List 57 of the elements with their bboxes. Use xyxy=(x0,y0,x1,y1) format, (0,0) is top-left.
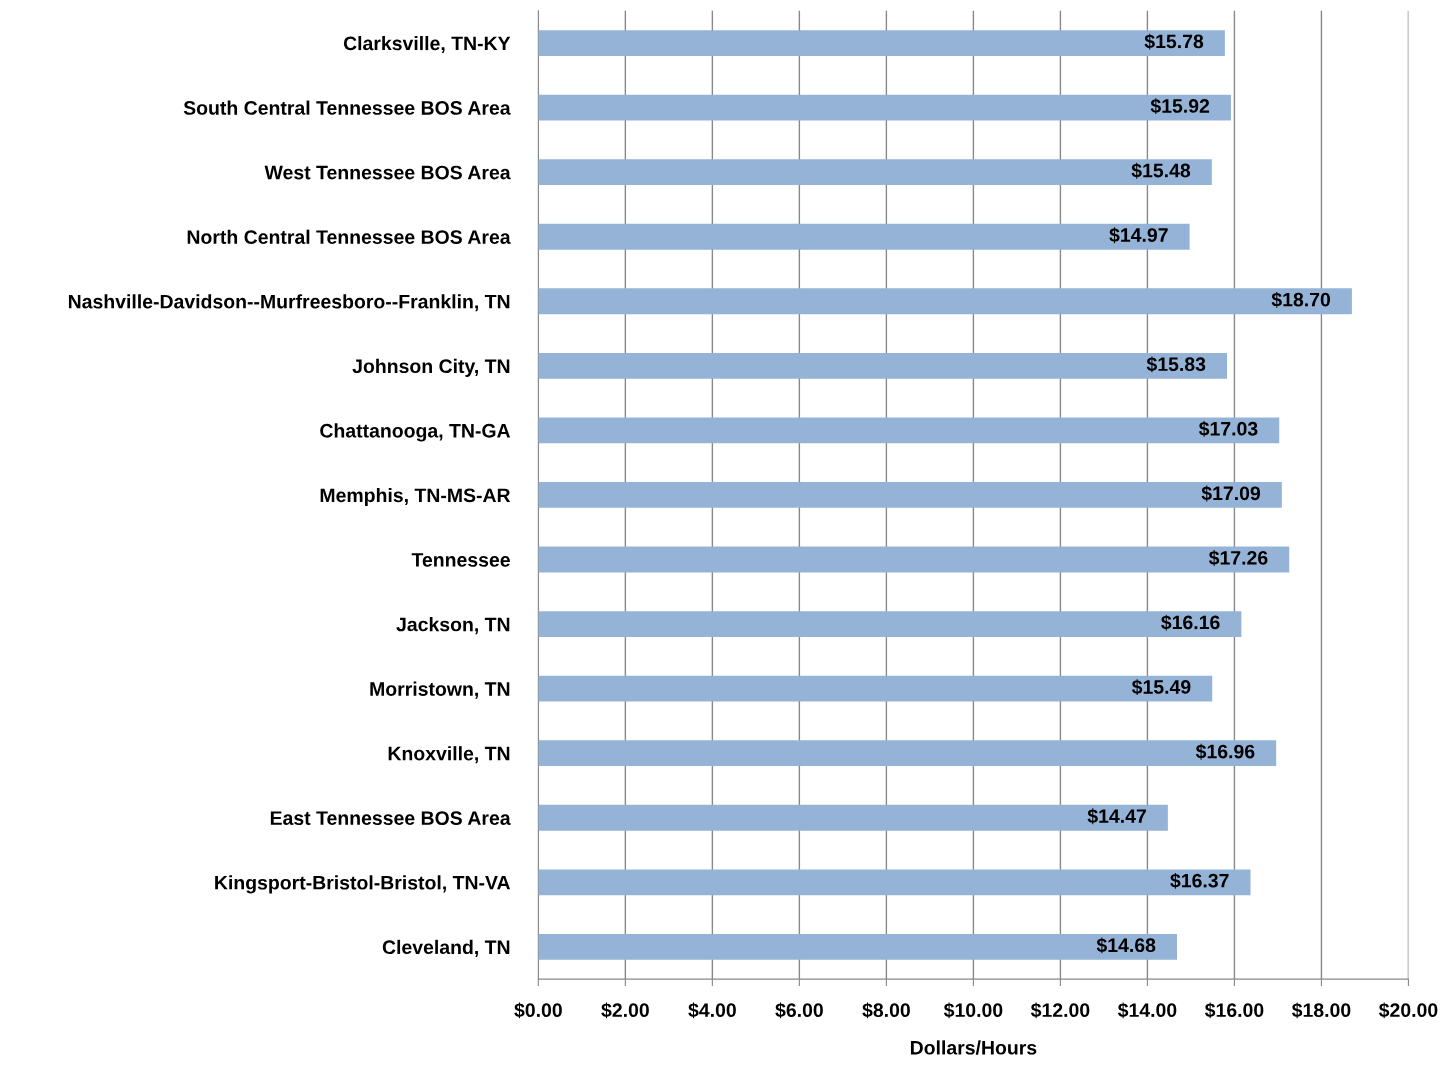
y-tick-label: Jackson, TN xyxy=(396,617,510,635)
x-tick-label: $10.00 xyxy=(943,1002,1003,1019)
y-tick-label: Nashville-Davidson--Murfreesboro--Franklin, TN xyxy=(68,294,510,312)
y-tick-label: North Central Tennessee BOS Area xyxy=(187,229,511,244)
bar xyxy=(538,30,1225,56)
x-tick-label: $0.00 xyxy=(514,1002,562,1019)
data-label: $15.83 xyxy=(1146,356,1206,373)
bar xyxy=(538,159,1212,186)
x-tick-label: $12.00 xyxy=(1030,1002,1090,1019)
data-label: $15.48 xyxy=(1131,162,1191,179)
data-label: $18.70 xyxy=(1271,291,1330,308)
bar xyxy=(538,675,1213,702)
bar xyxy=(538,933,1177,960)
x-tick-label: $18.00 xyxy=(1291,1002,1351,1019)
x-axis-title: Dollars/Hours xyxy=(910,1040,1037,1055)
y-tick-label: Morristown, TN xyxy=(370,681,510,699)
x-tick-label: $14.00 xyxy=(1117,1002,1177,1019)
x-tick-label: $6.00 xyxy=(775,1002,823,1019)
x-tick-label: $2.00 xyxy=(601,1002,649,1019)
y-tick-label: Johnson City, TN xyxy=(352,358,510,377)
bar xyxy=(538,611,1242,637)
y-tick-label: East Tennessee BOS Area xyxy=(270,811,511,825)
y-tick-label: Memphis, TN-MS-AR xyxy=(320,487,511,507)
y-tick-label: Knoxville, TN xyxy=(388,746,510,764)
data-label: $14.97 xyxy=(1109,227,1168,244)
bar xyxy=(538,223,1190,250)
y-tick-label: Cleveland, TN xyxy=(382,939,510,957)
x-tick-label: $20.00 xyxy=(1378,1002,1438,1019)
data-label: $17.26 xyxy=(1208,550,1268,566)
x-tick-label: $8.00 xyxy=(862,1002,910,1019)
data-label: $17.09 xyxy=(1201,485,1261,502)
data-label: $15.49 xyxy=(1131,679,1191,696)
y-tick-label: South Central Tennessee BOS Area xyxy=(183,100,511,115)
data-label: $14.47 xyxy=(1087,808,1146,825)
bar xyxy=(538,482,1282,508)
x-tick-label: $4.00 xyxy=(688,1002,736,1019)
data-label: $15.92 xyxy=(1150,98,1210,115)
bar xyxy=(538,288,1352,315)
bar xyxy=(538,740,1277,767)
y-tick-label: Clarksville, TN-KY xyxy=(343,35,511,54)
bar xyxy=(538,94,1231,121)
data-label: $16.96 xyxy=(1195,743,1255,760)
y-tick-label: West Tennessee BOS Area xyxy=(264,165,511,180)
bar xyxy=(538,804,1168,831)
y-tick-label: Tennessee xyxy=(411,553,510,567)
bar xyxy=(538,352,1228,379)
x-tick-label: $16.00 xyxy=(1204,1002,1264,1019)
y-tick-label: Chattanooga, TN-GA xyxy=(320,423,511,442)
data-label: $15.78 xyxy=(1144,33,1204,50)
data-label: $16.16 xyxy=(1161,614,1220,631)
data-label: $14.68 xyxy=(1096,937,1156,954)
bar xyxy=(538,546,1290,573)
bar xyxy=(538,417,1280,444)
data-label: $17.03 xyxy=(1198,421,1258,437)
y-tick-label: Kingsport-Bristol-Bristol, TN-VA xyxy=(215,875,511,894)
bar xyxy=(538,869,1251,896)
data-label: $16.37 xyxy=(1170,872,1229,889)
